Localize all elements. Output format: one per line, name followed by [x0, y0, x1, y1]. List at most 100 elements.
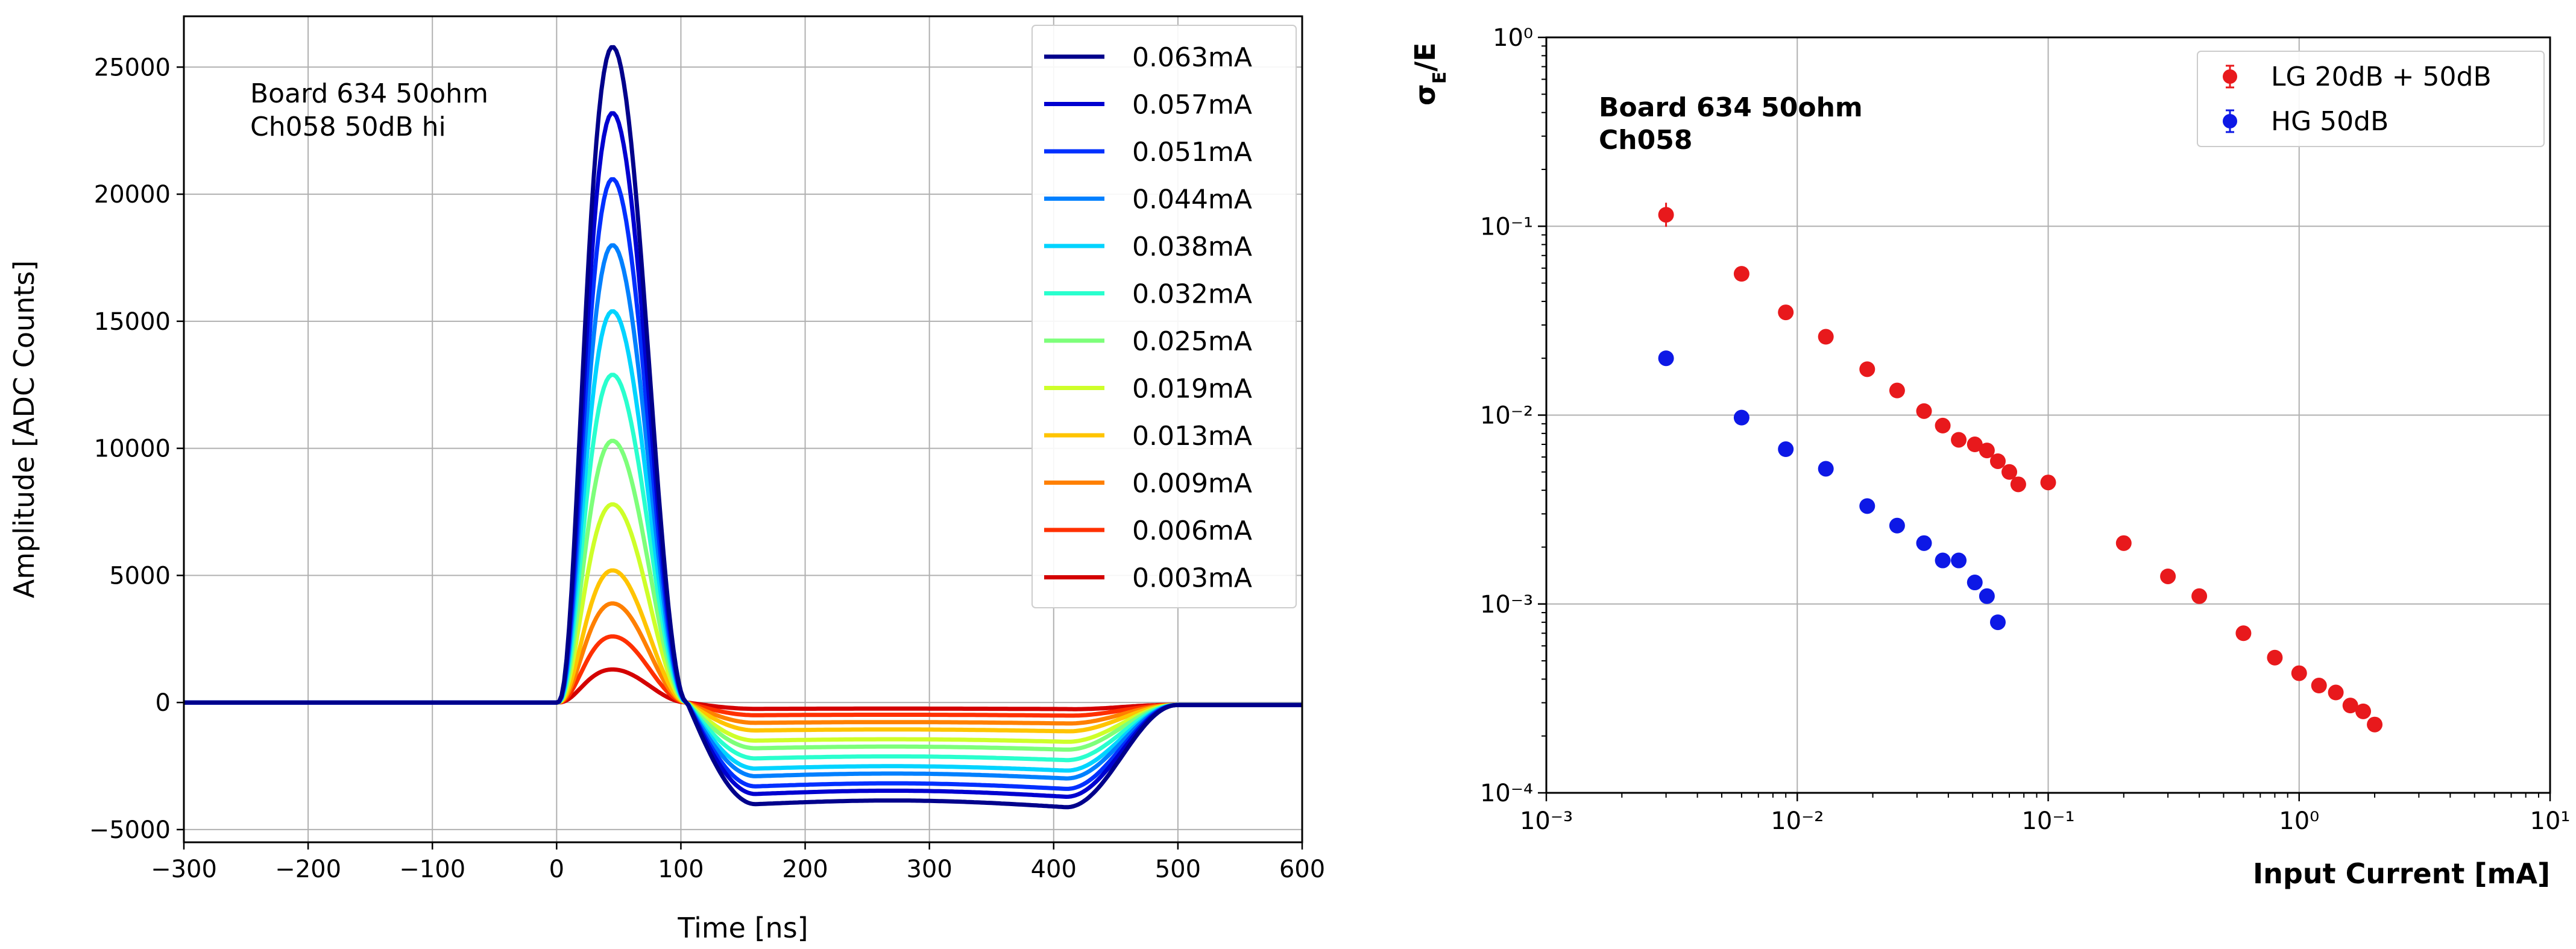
data-point-lg — [1733, 266, 1749, 282]
data-point-lg — [2191, 588, 2208, 604]
left-y-tick-label: 25000 — [94, 54, 171, 81]
legend-label-0.051mA: 0.051mA — [1132, 137, 1252, 168]
left-x-tick-label: −100 — [399, 856, 465, 883]
left-y-tick-label: 10000 — [94, 435, 171, 463]
legend-label-0.019mA: 0.019mA — [1132, 374, 1252, 405]
data-point-lg — [2342, 698, 2358, 714]
left-y-tick-label: 5000 — [109, 562, 171, 590]
legend-label-0.025mA: 0.025mA — [1132, 326, 1252, 357]
left-curves — [184, 45, 1302, 810]
left-x-tick-label: 300 — [906, 856, 952, 883]
right-y-axis-label-subscript: E — [1429, 72, 1450, 84]
right-x-axis-label: Input Current [mA] — [2253, 857, 2550, 890]
left-annotation-line1: Board 634 50ohm — [250, 78, 488, 109]
data-point-hg — [1889, 517, 1905, 534]
data-point-lg — [2367, 716, 2383, 733]
right-annotation-line1: Board 634 50ohm — [1599, 92, 1863, 123]
right-y-tick-label: 10⁻³ — [1480, 591, 1533, 619]
right-x-tick-label: 10⁰ — [2279, 807, 2319, 835]
legend-label-0.044mA: 0.044mA — [1132, 184, 1252, 215]
legend-label-0.063mA: 0.063mA — [1132, 42, 1252, 73]
left-y-tick-label: 20000 — [94, 181, 171, 209]
right-legend: LG 20dB + 50dB HG 50dB — [2197, 51, 2545, 147]
data-point-hg — [1989, 614, 2006, 631]
right-y-tick-label: 10⁻² — [1480, 402, 1533, 430]
legend-label-0.009mA: 0.009mA — [1132, 468, 1252, 499]
data-point-lg — [2160, 568, 2176, 584]
data-point-lg — [2291, 665, 2307, 681]
left-x-tick-label: −300 — [151, 856, 217, 883]
right-annotation-line2: Ch058 — [1599, 125, 1692, 156]
data-point-lg — [2355, 703, 2372, 719]
data-point-hg — [1778, 441, 1794, 458]
legend-label-hg: HG 50dB — [2271, 106, 2389, 137]
legend-label-0.057mA: 0.057mA — [1132, 90, 1252, 121]
data-point-hg — [1979, 588, 1995, 604]
data-point-lg — [1818, 329, 1834, 345]
data-point-hg — [1935, 552, 1951, 569]
data-point-hg — [1658, 350, 1674, 367]
data-point-lg — [1658, 207, 1674, 223]
data-point-lg — [1979, 443, 1995, 459]
data-point-hg — [1951, 552, 1967, 569]
data-point-lg — [2311, 678, 2327, 694]
right-grid — [1546, 37, 2551, 793]
left-x-tick-label: 400 — [1031, 856, 1077, 883]
data-point-lg — [2040, 474, 2056, 491]
series-line-0.063mA — [184, 45, 1302, 810]
data-point-lg — [1889, 382, 1905, 399]
right-x-tick-label: 10⁻² — [1771, 807, 1824, 835]
data-point-lg — [1778, 304, 1794, 321]
right-points — [1658, 203, 2383, 733]
data-point-hg — [1967, 575, 1983, 591]
legend-label-0.038mA: 0.038mA — [1132, 232, 1252, 262]
left-x-tick-label: 100 — [658, 856, 704, 883]
left-y-axis-label: Amplitude [ADC Counts] — [8, 260, 40, 598]
right-y-axis-label: σE/E — [1409, 42, 1450, 106]
legend-label-0.003mA: 0.003mA — [1132, 563, 1252, 594]
left-y-tick-label: 15000 — [94, 308, 171, 336]
right-y-axis-label-sigma: σ — [1409, 84, 1441, 106]
data-point-lg — [1989, 453, 2006, 469]
legend-label-lg: LG 20dB + 50dB — [2271, 61, 2492, 92]
legend-marker-lg — [2223, 69, 2237, 84]
data-point-lg — [2001, 464, 2018, 480]
left-y-tick-label: −5000 — [89, 816, 171, 844]
left-plot-frame — [183, 15, 1303, 843]
left-x-tick-label: 500 — [1155, 856, 1201, 883]
data-point-hg — [1818, 461, 1834, 477]
data-point-lg — [2267, 649, 2283, 666]
left-legend-box — [1031, 25, 1297, 608]
left-legend: 0.063mA 0.057mA 0.051mA 0.044mA 0.038mA 0.032… — [1031, 25, 1297, 608]
left-ticks: −300 −200 −100 0 100 200 300 400 500 600 −5000 0 500… — [89, 54, 1325, 883]
left-x-tick-label: −200 — [275, 856, 341, 883]
right-legend-box — [2197, 51, 2545, 147]
waveform-chart: −300 −200 −100 0 100 200 300 400 500 600 −5000 0 500… — [8, 15, 1325, 944]
right-x-tick-label: 10⁻³ — [1520, 807, 1573, 835]
data-point-hg — [1859, 498, 1875, 514]
data-point-lg — [2328, 684, 2344, 701]
legend-marker-hg — [2223, 114, 2237, 128]
right-y-tick-label: 10⁻⁴ — [1480, 780, 1533, 807]
right-y-tick-label: 10⁰ — [1493, 24, 1533, 52]
data-point-hg — [1733, 409, 1749, 426]
right-x-tick-label: 10¹ — [2530, 807, 2571, 835]
data-point-lg — [2115, 535, 2132, 551]
data-point-lg — [2235, 625, 2252, 642]
right-y-axis-label-rest: /E — [1409, 42, 1441, 71]
data-point-lg — [1935, 417, 1951, 434]
left-annotation-line2: Ch058 50dB hi — [250, 112, 446, 142]
left-x-axis-label: Time [ns] — [677, 912, 808, 944]
left-y-tick-label: 0 — [156, 689, 171, 717]
data-point-lg — [1916, 403, 1932, 419]
legend-label-0.013mA: 0.013mA — [1132, 421, 1252, 452]
data-point-lg — [1967, 437, 1983, 453]
right-y-tick-label: 10⁻¹ — [1480, 213, 1533, 241]
left-x-tick-label: 200 — [782, 856, 828, 883]
data-point-hg — [1916, 535, 1932, 551]
left-x-tick-label: 600 — [1279, 856, 1325, 883]
right-x-tick-label: 10⁻¹ — [2021, 807, 2074, 835]
